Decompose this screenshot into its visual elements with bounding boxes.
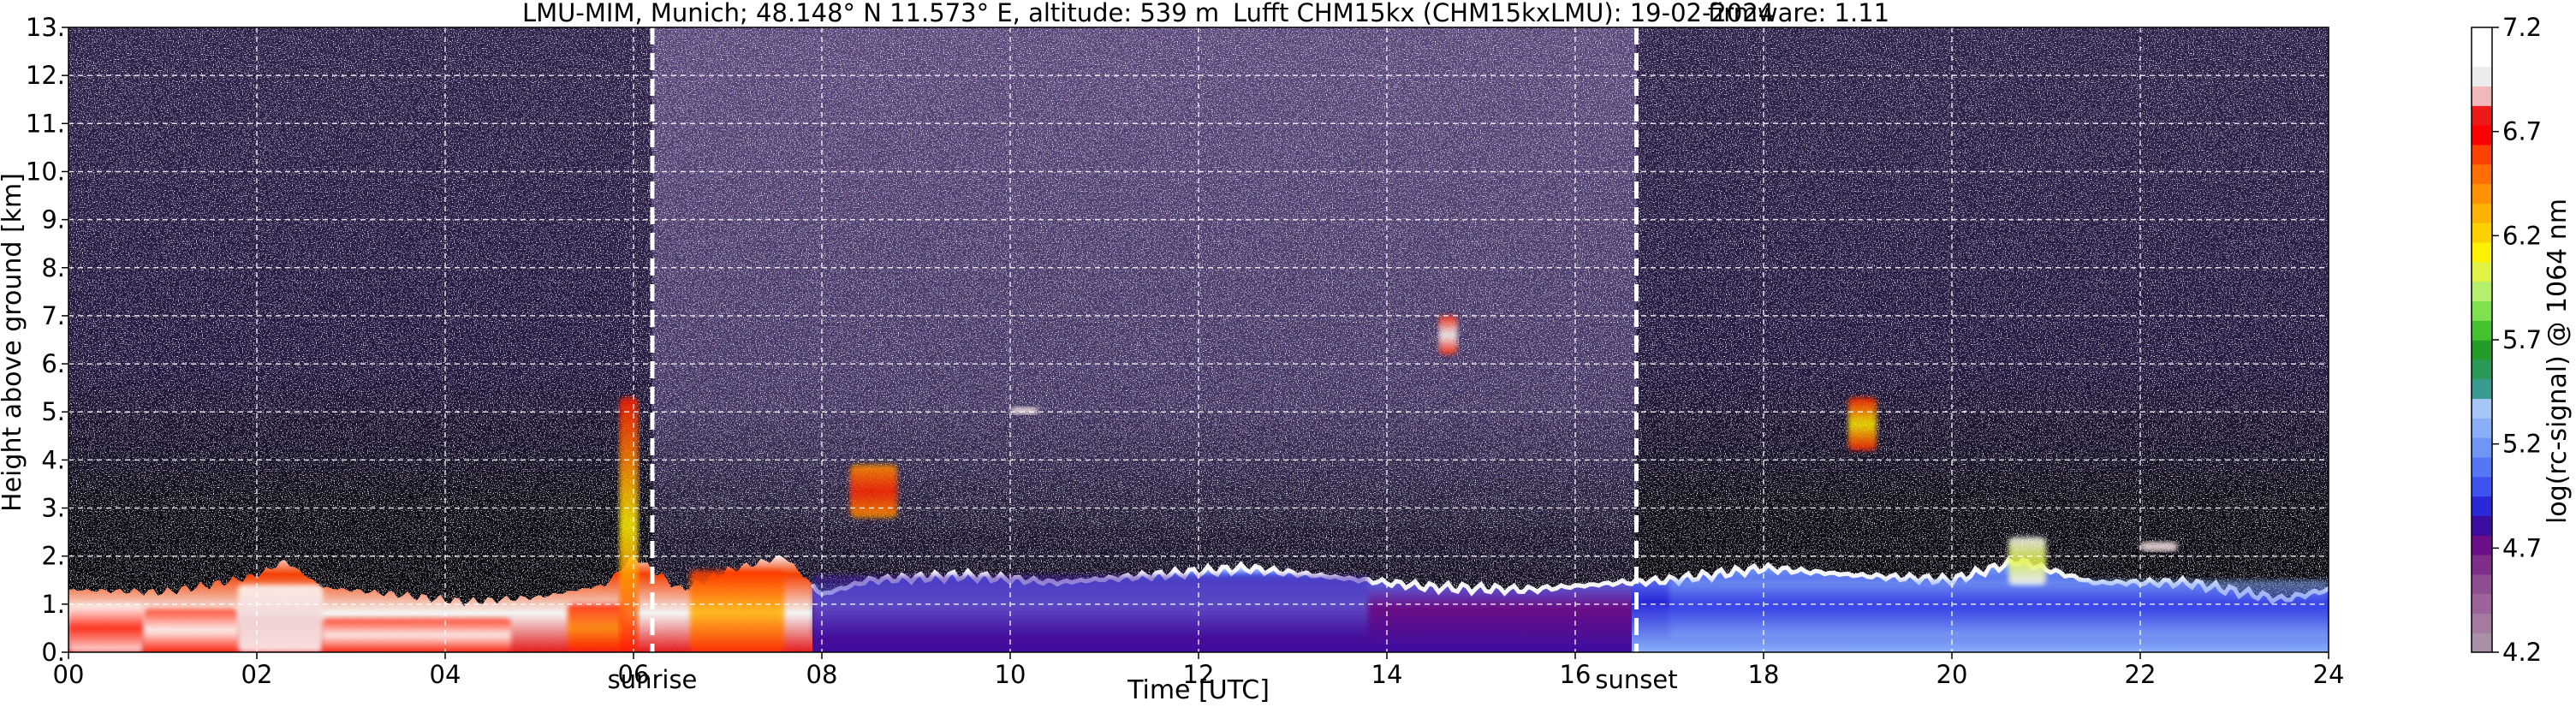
y-tick-label: 11.: [26, 109, 65, 138]
y-tick-label: 13.: [26, 13, 65, 42]
colorbar-tick-label: 5.7: [2502, 325, 2542, 354]
colorbar-segment: [2472, 105, 2492, 126]
sunrise-label: sunrise: [608, 665, 698, 694]
colorbar-segment: [2472, 496, 2492, 516]
y-tick-label: 10.: [26, 157, 65, 186]
y-axis: 0. 1. 2. 3. 4. 5. 6. 7. 8. 9. 10. 11. 12. 13.: [26, 13, 68, 667]
grid-lines: [68, 27, 2329, 652]
x-tick-label: 14: [1371, 660, 1403, 689]
aerosol-feature: [2140, 541, 2178, 552]
x-tick-label: 24: [2313, 660, 2345, 689]
colorbar-segment: [2472, 418, 2492, 438]
aerosol-feature: [238, 585, 323, 652]
colorbar-segment: [2472, 223, 2492, 243]
colorbar-segment: [2472, 378, 2492, 400]
aerosol-feature: [1848, 397, 1877, 451]
colorbar-tick-label: 4.2: [2502, 638, 2542, 667]
colorbar-segment: [2472, 241, 2492, 263]
title-firmware: firmware: 1.11: [1708, 0, 1889, 27]
colorbar-tick-label: 7.2: [2502, 13, 2542, 42]
colorbar-label: log(rc-signal) @ 1064 nm: [2543, 199, 2573, 524]
aerosol-feature: [144, 609, 238, 652]
y-tick-label: 4.: [41, 445, 65, 474]
aerosol-feature: [850, 465, 897, 518]
colorbar-segment: [2472, 281, 2492, 301]
x-tick-label: 04: [430, 660, 461, 689]
colorbar-segment: [2472, 144, 2492, 165]
aerosol-feature: [1438, 315, 1458, 354]
colorbar-tick-label: 6.7: [2502, 117, 2542, 146]
colorbar-segment: [2472, 125, 2492, 146]
aerosol-feature: [812, 575, 1368, 639]
colorbar-segment: [2472, 300, 2492, 321]
colorbar-segment: [2472, 456, 2492, 478]
colorbar-segment: [2472, 398, 2492, 419]
colorbar-segment: [2472, 476, 2492, 497]
x-axis-label: Time [UTC]: [1127, 675, 1270, 705]
colorbar-segment: [2472, 437, 2492, 458]
y-tick-label: 8.: [41, 253, 65, 282]
colorbar-segment: [2472, 183, 2492, 204]
y-tick-label: 5.: [41, 397, 65, 426]
x-axis: 00 02 04 06 08 10 12 14 16 18 20 22 24: [53, 652, 2345, 689]
sun-annotations: sunrise sunset: [608, 665, 1678, 694]
y-tick-label: 6.: [41, 349, 65, 378]
colorbar-segment: [2472, 573, 2492, 595]
colorbar-tick-label: 6.2: [2502, 221, 2542, 250]
x-tick-label: 00: [53, 660, 85, 689]
aerosol-cloud-features: [68, 315, 2329, 652]
y-axis-label: Height above ground [km]: [0, 173, 27, 512]
colorbar-segment: [2472, 86, 2492, 106]
plot-area: [68, 27, 2329, 652]
colorbar-segment: [2472, 613, 2492, 633]
aerosol-feature: [2008, 537, 2046, 585]
aerosol-feature: [323, 618, 511, 652]
daylight-color-noise: [652, 27, 1637, 527]
colorbar-segment: [2472, 27, 2492, 48]
y-tick-label: 2.: [41, 542, 65, 571]
colorbar-tick-label: 5.2: [2502, 430, 2542, 459]
aerosol-feature: [68, 603, 144, 652]
x-tick-label: 22: [2125, 660, 2157, 689]
colorbar-segment: [2472, 203, 2492, 223]
colorbar-segment: [2472, 46, 2492, 68]
x-tick-label: 10: [995, 660, 1026, 689]
y-tick-label: 7.: [41, 301, 65, 330]
y-tick-label: 3.: [41, 494, 65, 523]
x-tick-label: 18: [1748, 660, 1780, 689]
colorbar-segment: [2472, 554, 2492, 575]
y-tick-label: 12.: [26, 61, 65, 90]
colorbar-segment: [2472, 515, 2492, 536]
x-tick-label: 02: [241, 660, 273, 689]
colorbar-segment: [2472, 593, 2492, 614]
colorbar-segment: [2472, 320, 2492, 341]
colorbar-segment: [2472, 535, 2492, 556]
colorbar-segment: [2472, 66, 2492, 87]
colorbar-segment: [2472, 633, 2492, 653]
colorbar: 4.2 4.7 5.2 5.7 6.2 6.7 7.2: [2471, 13, 2542, 667]
colorbar-segment: [2472, 261, 2492, 282]
aerosol-feature: [1010, 407, 1038, 415]
colorbar-segment: [2472, 340, 2492, 360]
title-instrument: Lufft CHM15kx (CHM15kxLMU): 19-02-2024: [1233, 0, 1774, 27]
y-tick-label: 1.: [41, 590, 65, 619]
aerosol-feature: [1669, 579, 2329, 639]
colorbar-segment: [2472, 359, 2492, 380]
x-tick-label: 20: [1936, 660, 1968, 689]
colorbar-segment: [2472, 163, 2492, 185]
sunset-label: sunset: [1595, 665, 1677, 694]
y-tick-label: 0.: [41, 638, 65, 667]
colorbar-tick-label: 4.7: [2502, 533, 2542, 562]
y-tick-label: 9.: [41, 205, 65, 235]
x-tick-label: 06: [618, 660, 650, 689]
title-station: LMU-MIM, Munich; 48.148° N 11.573° E, al…: [522, 0, 1219, 27]
aerosol-feature: [619, 397, 639, 652]
x-tick-label: 16: [1560, 660, 1591, 689]
aerosol-feature: [568, 603, 624, 652]
x-tick-label: 08: [806, 660, 838, 689]
x-tick-label: 12: [1183, 660, 1215, 689]
aerosol-feature: [690, 570, 784, 652]
